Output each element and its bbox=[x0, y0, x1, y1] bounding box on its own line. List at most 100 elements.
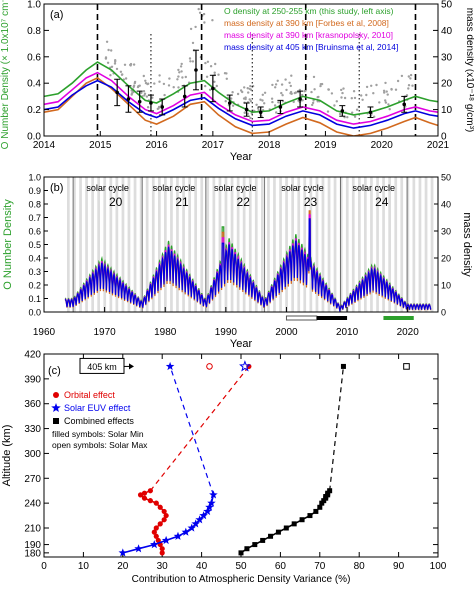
scatter-point bbox=[114, 60, 117, 63]
scatter-point bbox=[263, 91, 267, 95]
y-tick-label-left: 1.0 bbox=[28, 173, 41, 183]
y-tick-label-right: 20 bbox=[441, 254, 451, 264]
scatter-point bbox=[142, 74, 145, 78]
scatter-point bbox=[243, 86, 246, 89]
scatter-point bbox=[158, 80, 161, 83]
y-tick-label-left: 0.3 bbox=[28, 267, 41, 277]
y-tick-label-left: 0.6 bbox=[27, 52, 41, 63]
scatter-point bbox=[223, 72, 227, 75]
scatter-point bbox=[346, 116, 349, 119]
legend-entry-2: mass density at 390 km [krasnopolsky, 20… bbox=[224, 30, 393, 40]
series-dashed-link-2 bbox=[329, 366, 345, 491]
scatter-point bbox=[176, 78, 179, 81]
scatter-point bbox=[249, 84, 252, 88]
orbital-marker bbox=[161, 517, 167, 523]
scatter-point bbox=[375, 83, 378, 87]
scatter-point bbox=[284, 78, 287, 81]
scatter-point bbox=[209, 65, 213, 68]
period-bar bbox=[316, 316, 348, 320]
scatter-point bbox=[202, 12, 206, 16]
annotation-arrow-head bbox=[129, 363, 134, 370]
scatter-point bbox=[409, 73, 413, 77]
solar-euv-marker bbox=[134, 544, 143, 553]
scatter-point bbox=[271, 100, 274, 104]
solar-max-marker bbox=[239, 360, 251, 372]
seasonal-band bbox=[151, 177, 155, 312]
scatter-point bbox=[255, 103, 258, 107]
scatter-point bbox=[273, 104, 277, 107]
x-tick-label: 80 bbox=[354, 561, 366, 572]
scatter-point bbox=[274, 86, 277, 89]
legend-marker bbox=[53, 392, 59, 398]
x-tick-label: 20 bbox=[117, 561, 129, 572]
y-tick-label-left: 1.0 bbox=[27, 0, 41, 11]
y-tick-label-right: 30 bbox=[441, 227, 451, 237]
scatter-point bbox=[110, 49, 113, 52]
annotation-label: 405 km bbox=[87, 362, 117, 372]
y-tick-label-left: 0.6 bbox=[28, 227, 41, 237]
scatter-point bbox=[146, 82, 149, 86]
seasonal-band bbox=[145, 177, 149, 312]
scatter-point bbox=[400, 74, 404, 78]
scatter-point bbox=[145, 95, 149, 98]
x-tick-label: 0 bbox=[41, 561, 47, 572]
legend-entry-0: O density at 250-255 km (this study, lef… bbox=[224, 6, 394, 16]
y-tick-label: 270 bbox=[24, 474, 41, 485]
scatter-point bbox=[289, 84, 292, 88]
x-tick-label: 2020 bbox=[371, 140, 394, 151]
scatter-point bbox=[382, 89, 386, 93]
x-tick-label: 100 bbox=[430, 561, 447, 572]
seasonal-band bbox=[321, 177, 325, 312]
orbital-marker bbox=[153, 500, 159, 506]
scatter-point bbox=[330, 92, 334, 95]
scatter-point bbox=[340, 88, 343, 92]
combined-marker bbox=[252, 542, 258, 548]
cycle-label: solar cycle bbox=[153, 183, 196, 193]
seasonal-band bbox=[212, 177, 216, 312]
scatter-point bbox=[342, 87, 345, 90]
x-tick-label: 2016 bbox=[145, 140, 168, 151]
y-tick-label-left: 0.8 bbox=[28, 200, 41, 210]
solar-euv-marker bbox=[209, 490, 218, 499]
seasonal-band bbox=[406, 177, 410, 312]
legend-note-1: open symbols: Solar Max bbox=[52, 440, 148, 450]
solar-euv-marker bbox=[191, 519, 200, 528]
x-tick-label: 2018 bbox=[258, 140, 281, 151]
scatter-point bbox=[191, 60, 195, 63]
scatter-point bbox=[177, 75, 180, 78]
scatter-point bbox=[189, 27, 193, 31]
scatter-point bbox=[365, 93, 368, 97]
scatter-point bbox=[394, 88, 398, 91]
y-axis-label-left: O Number Density (× 1.0x10⁷ cm⁻³) bbox=[0, 0, 11, 149]
scatter-point bbox=[132, 84, 136, 87]
combined-marker bbox=[307, 513, 313, 519]
scatter-point bbox=[384, 81, 387, 85]
scatter-point bbox=[105, 40, 109, 43]
scatter-point bbox=[244, 96, 247, 99]
x-tick-label: 40 bbox=[196, 561, 208, 572]
scatter-point bbox=[341, 91, 344, 95]
combined-marker bbox=[327, 488, 333, 494]
scatter-point bbox=[204, 84, 207, 88]
combined-marker bbox=[299, 517, 305, 523]
error-bar-point bbox=[137, 99, 142, 104]
orbital-marker bbox=[147, 488, 153, 494]
scatter-point bbox=[365, 85, 369, 89]
y-tick-label: 240 bbox=[24, 499, 41, 510]
scatter-point bbox=[208, 88, 212, 92]
scatter-point bbox=[205, 75, 209, 79]
seasonal-band bbox=[85, 177, 88, 312]
scatter-point bbox=[168, 77, 171, 80]
panel-b: solar cycle 20 solar cycle 21 solar cycle 22 s… bbox=[2, 173, 473, 351]
scatter-point bbox=[231, 91, 234, 94]
scatter-point bbox=[179, 65, 183, 68]
y-tick-label: 390 bbox=[24, 374, 41, 385]
seasonal-band bbox=[248, 177, 252, 312]
scatter-point bbox=[326, 110, 330, 113]
seasonal-band bbox=[158, 177, 161, 312]
y-tick-label-left: 0.8 bbox=[27, 26, 41, 37]
seasonal-band bbox=[358, 177, 361, 312]
scatter-point bbox=[319, 84, 322, 88]
scatter-point bbox=[327, 88, 330, 91]
scatter-point bbox=[124, 77, 128, 80]
